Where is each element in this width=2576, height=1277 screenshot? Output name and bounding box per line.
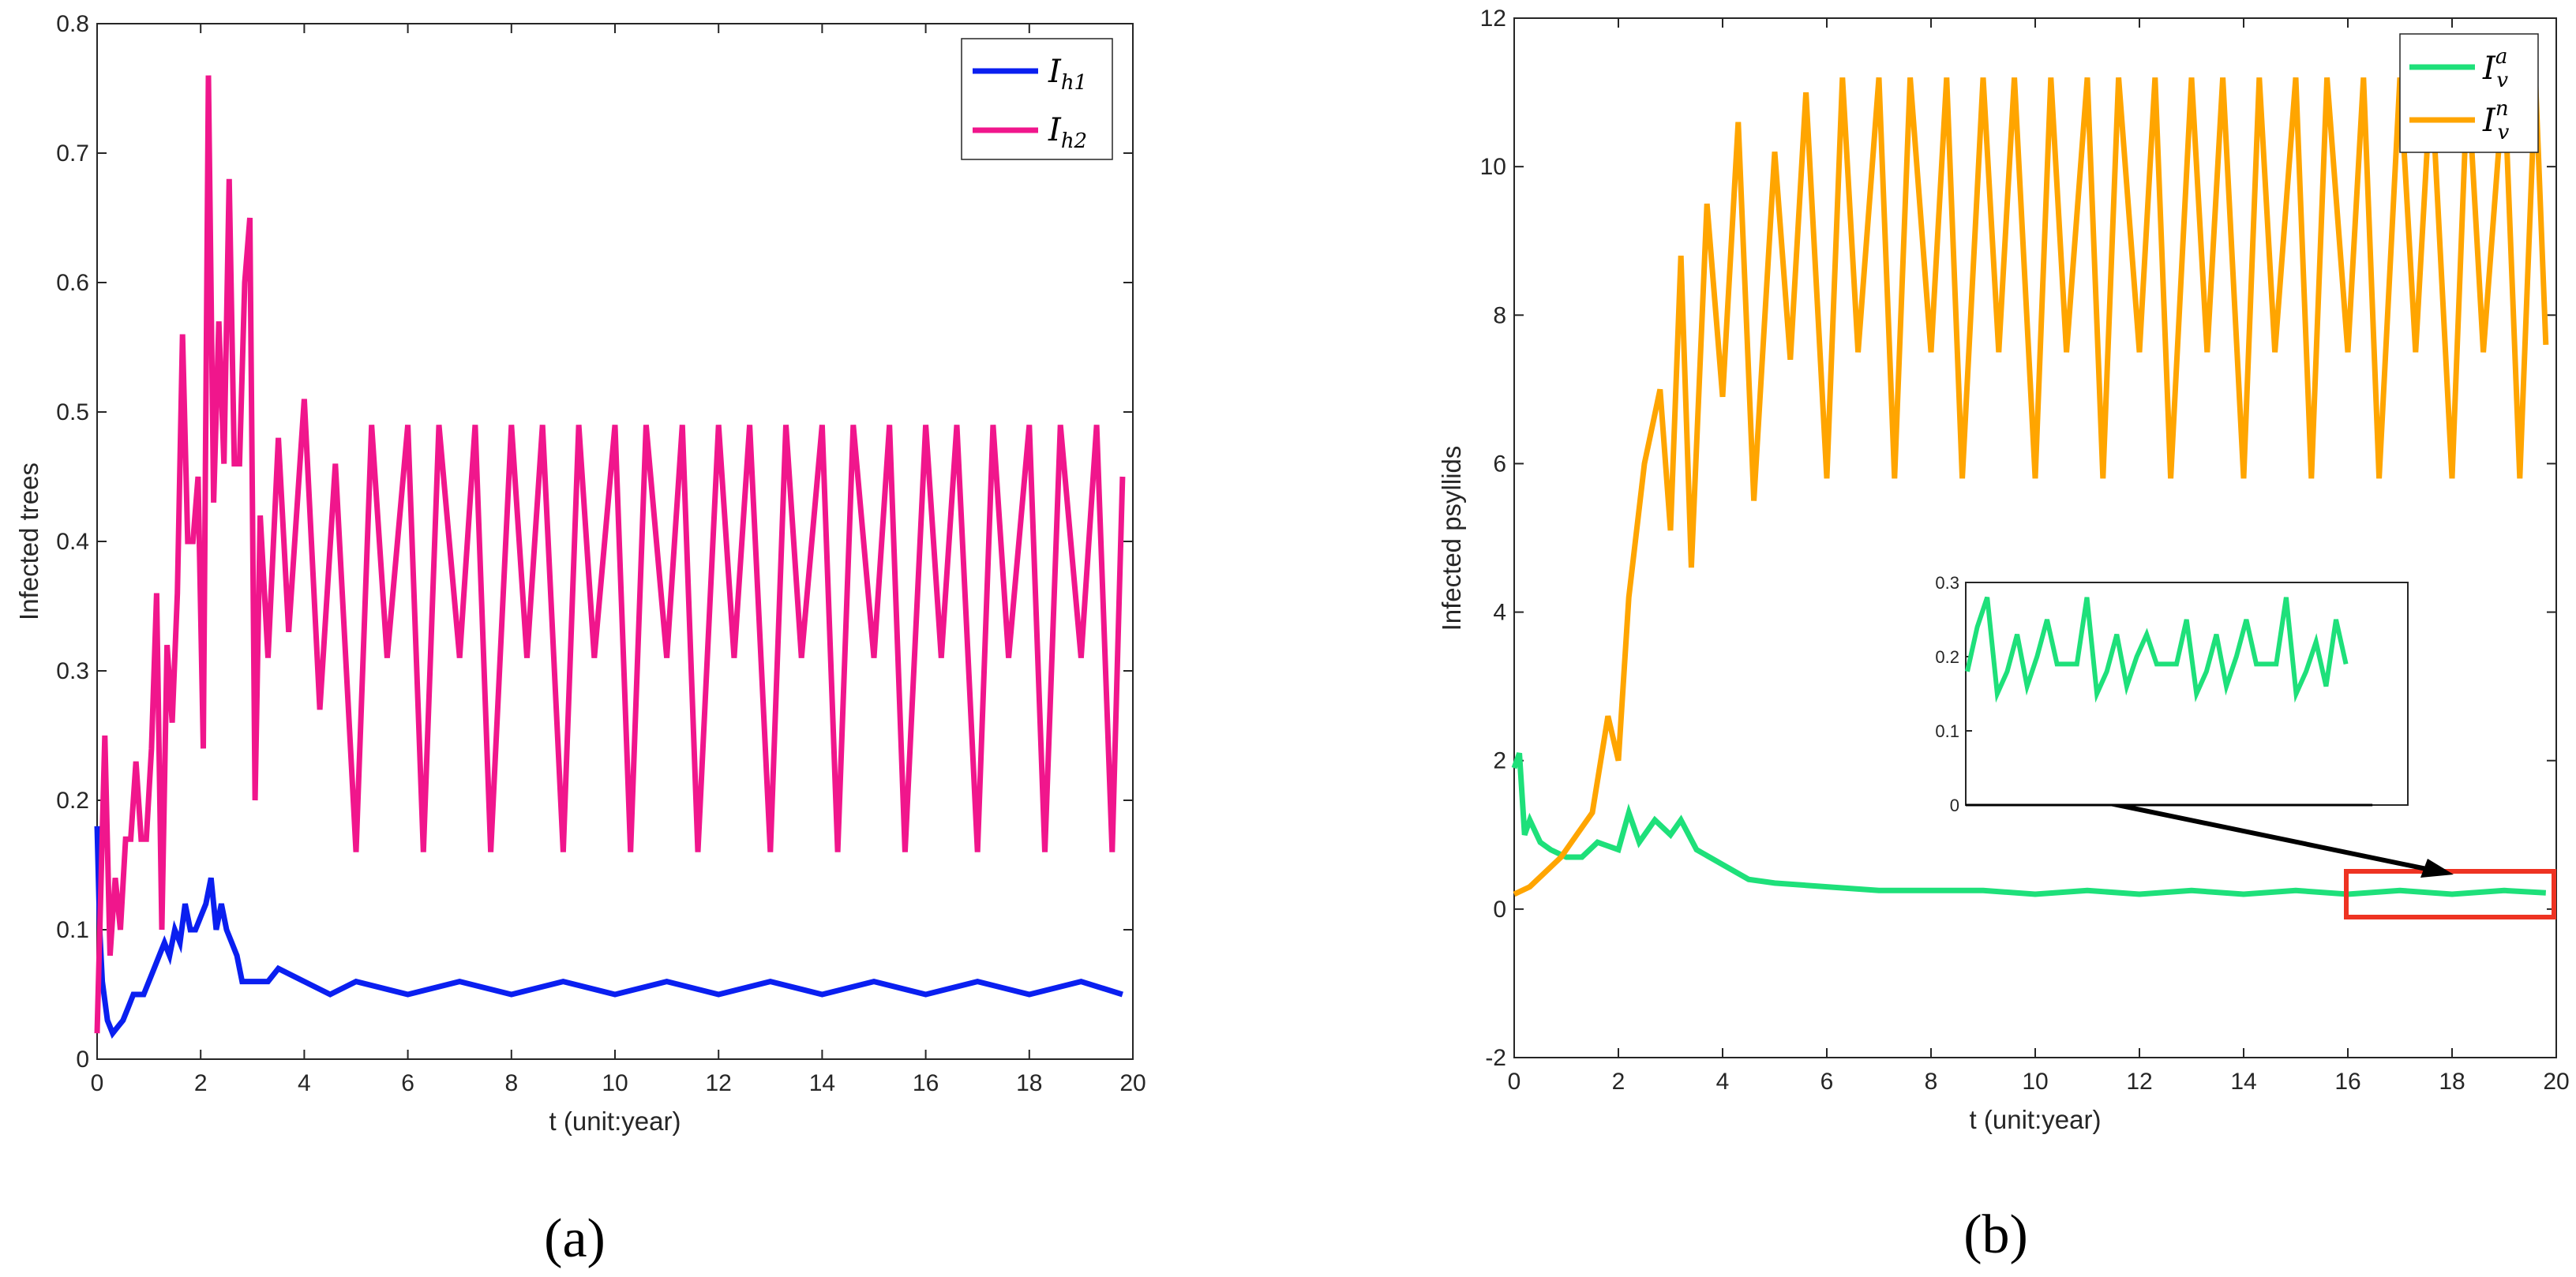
x-tick-label: 10 [602, 1070, 628, 1096]
panel-b-plot-area [1513, 17, 2557, 1058]
y-tick-label: 10 [1480, 154, 1506, 180]
y-tick-label: 0.6 [56, 270, 89, 296]
x-tick-label: 18 [2439, 1069, 2465, 1095]
y-tick-label: 6 [1493, 451, 1506, 477]
inset-series [1965, 596, 2373, 807]
y-tick-label: 0.4 [56, 529, 89, 555]
y-tick-label: 0.3 [56, 658, 89, 684]
x-tick-label: 12 [706, 1070, 732, 1096]
x-tick-label: 2 [194, 1070, 208, 1096]
legend-ivn-main: I [2482, 103, 2496, 139]
panel-b-x-axis-label: t (unit:year) [1970, 1105, 2102, 1134]
panel-a-x-ticks: 0 2 4 6 8 10 12 14 16 18 20 [91, 24, 1146, 1096]
panel-b-x-ticks: 0 2 4 6 8 10 12 14 16 18 20 [1508, 18, 2570, 1095]
y-tick-label: 0.1 [56, 917, 89, 943]
legend-entry-ih2: Ih2 [1048, 112, 1087, 153]
panel-a-legend: Ih1 Ih2 [961, 38, 1113, 160]
y-tick-label: 12 [1480, 6, 1506, 32]
x-tick-label: 4 [298, 1070, 311, 1096]
x-tick-label: 4 [1716, 1069, 1730, 1095]
legend-entry-iva: Ia v [2482, 45, 2508, 92]
panel-a: 0 2 4 6 8 10 12 14 16 18 20 0 0.1 0.2 0.3 0.4 0.5 0.6 0.7… [14, 11, 1146, 1269]
x-tick-label: 14 [2230, 1069, 2256, 1095]
legend-ih1-sub: h1 [1061, 71, 1087, 95]
y-tick-label: 0.7 [56, 140, 89, 167]
inset-y-tick-label: 0.2 [1935, 647, 1959, 667]
zoom-highlight-box [2344, 869, 2556, 919]
x-tick-label: 10 [2022, 1069, 2048, 1095]
panel-a-y-ticks: 0 0.1 0.2 0.3 0.4 0.5 0.6 0.7 0.8 [56, 11, 1133, 1073]
x-tick-label: 0 [91, 1070, 104, 1096]
panel-b-y-ticks: -2 0 2 4 6 8 10 12 [1480, 6, 2556, 1071]
y-tick-label: 0 [1493, 897, 1506, 923]
legend-box [961, 38, 1113, 160]
y-tick-label: 0.5 [56, 399, 89, 425]
legend-entry-ivn: In v [2482, 97, 2510, 144]
panel-b-y-axis-label: Infected psyllids [1437, 446, 1466, 631]
inset-series-line-iva [1965, 596, 2349, 703]
panel-a-series [94, 75, 1126, 1039]
legend-ivn-sup: n [2495, 97, 2509, 121]
panel-a-x-axis-label: t (unit:year) [549, 1107, 681, 1136]
legend-iva-sup: a [2495, 45, 2508, 69]
inset-y-tick-label: 0.1 [1935, 721, 1959, 741]
zoom-arrow [2105, 800, 2439, 874]
panel-b-series [1511, 77, 2549, 897]
legend-box [2399, 33, 2539, 153]
series-line-ih1 [94, 826, 1123, 1039]
legend-ih2-sub: h2 [1061, 129, 1087, 153]
series-line-ivn [1513, 77, 2549, 897]
panel-a-label: (a) [544, 1208, 606, 1269]
x-tick-label: 20 [2543, 1069, 2569, 1095]
y-tick-label: 0 [76, 1047, 89, 1073]
x-tick-label: 16 [913, 1070, 939, 1096]
legend-ivn-sub: v [2498, 121, 2510, 144]
legend-iva-main: I [2482, 51, 2496, 87]
legend-entry-ih1: Ih1 [1048, 54, 1087, 95]
panel-b-legend: Ia v In v [2399, 33, 2539, 153]
panel-a-y-axis-label: Infected trees [14, 462, 43, 620]
inset-y-tick-label: 0.3 [1935, 573, 1959, 593]
y-tick-label: -2 [1485, 1045, 1506, 1071]
x-tick-label: 18 [1016, 1070, 1042, 1096]
legend-iva-sub: v [2496, 69, 2508, 92]
zoom-arrow-head [2420, 859, 2454, 878]
x-tick-label: 2 [1612, 1069, 1625, 1095]
legend-ih1-main: I [1048, 54, 1062, 90]
x-tick-label: 20 [1119, 1070, 1146, 1096]
y-tick-label: 8 [1493, 302, 1506, 328]
x-tick-label: 6 [1820, 1069, 1834, 1095]
x-tick-label: 8 [1925, 1069, 1938, 1095]
series-line-iva [1511, 752, 2546, 897]
y-tick-label: 4 [1493, 600, 1506, 626]
y-tick-label: 2 [1493, 748, 1506, 774]
x-tick-label: 0 [1508, 1069, 1521, 1095]
x-tick-label: 14 [809, 1070, 835, 1096]
y-tick-label: 0.2 [56, 788, 89, 814]
x-tick-label: 16 [2334, 1069, 2360, 1095]
x-tick-label: 6 [401, 1070, 414, 1096]
x-tick-label: 12 [2126, 1069, 2152, 1095]
inset-y-tick-label: 0 [1950, 796, 1959, 815]
panel-b-label: (b) [1963, 1204, 2028, 1265]
x-tick-label: 8 [504, 1070, 518, 1096]
zoom-inset: 0 0.1 0.2 0.3 [1935, 573, 2409, 815]
inset-plot-area [1965, 582, 2409, 806]
series-line-ih2 [94, 75, 1126, 1034]
legend-ih2-main: I [1048, 112, 1062, 148]
y-tick-label: 0.8 [56, 11, 89, 37]
